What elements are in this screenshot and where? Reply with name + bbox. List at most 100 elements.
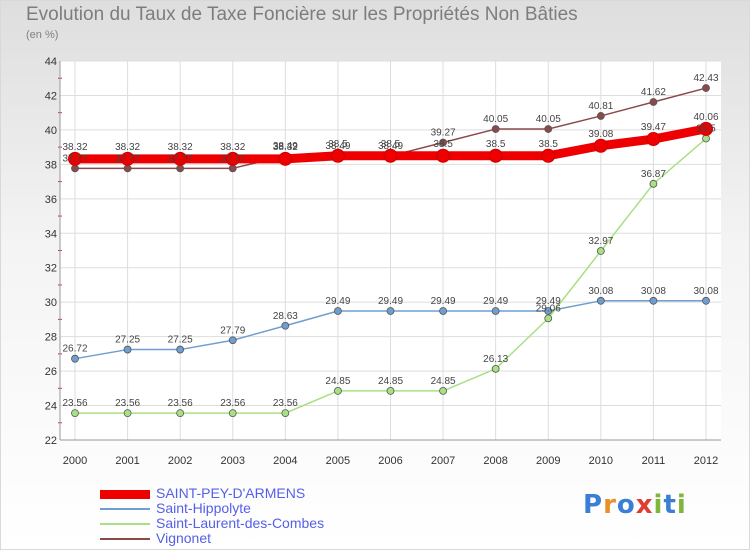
data-label-vignonet: 40.81: [588, 101, 613, 112]
data-label-saint-pey-d-armens: 38.5: [328, 139, 348, 150]
x-tick-label: 2011: [642, 455, 666, 467]
x-tick-label: 2009: [536, 455, 560, 467]
y-tick-label: 44: [45, 56, 57, 68]
data-point-saint-pey-d-armens: [278, 151, 293, 166]
data-label-vignonet: 37.77: [115, 153, 140, 164]
data-point-saint-laurent-des-combes: [544, 314, 553, 323]
y-tick-label: 30: [45, 297, 57, 309]
x-tick-label: 2000: [63, 455, 87, 467]
data-point-saint-hippolyte: [281, 321, 290, 330]
legend-item-vignonet[interactable]: Vignonet: [100, 531, 324, 546]
y-tick-label: 42: [45, 90, 57, 102]
x-tick-label: 2010: [589, 455, 613, 467]
x-tick-label: 2008: [483, 455, 507, 467]
logo-letter: x: [635, 490, 654, 520]
data-label-saint-pey-d-armens: 39.47: [641, 122, 666, 133]
data-label-saint-laurent-des-combes: 24.85: [378, 376, 403, 387]
data-label-saint-hippolyte: 29.49: [378, 296, 403, 307]
legend-item-saint-hippolyte[interactable]: Saint-Hippolyte: [100, 501, 324, 516]
data-label-vignonet: 40.05: [483, 114, 508, 125]
axes: 22 24 26 28 30 32 34 36 38 40 42 44 2000 2001 2002 2003…: [45, 56, 721, 467]
data-point-saint-hippolyte: [702, 296, 710, 305]
data-point-vignonet: [544, 125, 553, 133]
data-point-saint-pey-d-armens: [541, 148, 556, 163]
x-tick-label: 2007: [431, 455, 455, 467]
data-point-vignonet: [228, 164, 237, 173]
data-point-saint-laurent-des-combes: [491, 364, 500, 373]
data-label-saint-pey-d-armens: 38.5: [486, 139, 506, 150]
logo-letter: i: [676, 490, 687, 520]
data-point-saint-hippolyte: [228, 336, 237, 345]
x-tick-label: 2005: [326, 455, 350, 467]
data-point-vignonet: [123, 164, 132, 173]
data-label-saint-laurent-des-combes: 23.56: [115, 398, 140, 409]
x-tick-label: 2001: [115, 455, 139, 467]
data-point-saint-laurent-des-combes: [228, 409, 237, 418]
data-point-vignonet: [491, 125, 500, 133]
data-label-saint-hippolyte: 29.49: [325, 296, 350, 307]
data-label-vignonet: 40.05: [536, 114, 561, 125]
data-label-vignonet: 42.43: [693, 73, 718, 84]
x-tick-label: 2004: [273, 455, 297, 467]
logo-letter: i: [653, 490, 664, 520]
data-point-saint-pey-d-armens: [646, 132, 661, 147]
data-label-saint-laurent-des-combes: 24.85: [325, 376, 350, 387]
data-point-saint-hippolyte: [71, 354, 79, 363]
data-point-saint-laurent-des-combes: [176, 409, 185, 418]
data-label-saint-hippolyte: 30.08: [588, 286, 613, 297]
data-label-saint-pey-d-armens: 38.32: [62, 142, 87, 153]
chart-unit-label: (en %): [26, 29, 59, 41]
data-label-saint-hippolyte: 28.63: [273, 311, 298, 322]
y-tick-label: 32: [45, 263, 57, 275]
data-label-saint-laurent-des-combes: 24.85: [431, 376, 456, 387]
data-label-vignonet: 37.77: [168, 153, 193, 164]
data-point-vignonet: [649, 98, 658, 106]
data-point-vignonet: [71, 164, 79, 173]
data-label-saint-laurent-des-combes: 39.5: [696, 124, 716, 135]
data-label-vignonet: 38.49: [325, 141, 350, 152]
data-point-vignonet: [596, 112, 605, 120]
data-point-saint-laurent-des-combes: [702, 134, 710, 143]
data-point-saint-pey-d-armens: [699, 121, 713, 136]
x-tick-label: 2003: [221, 455, 245, 467]
legend-label: Saint-Laurent-des-Combes: [156, 515, 325, 531]
data-point-saint-laurent-des-combes: [439, 387, 447, 395]
data-label-vignonet: 41.62: [641, 87, 666, 98]
data-label-vignonet: 38.49: [273, 141, 298, 152]
data-point-saint-pey-d-armens: [488, 148, 503, 163]
data-label-saint-laurent-des-combes: 23.56: [168, 398, 193, 409]
data-point-saint-laurent-des-combes: [123, 409, 132, 418]
series-layer: [68, 84, 713, 418]
data-label-saint-pey-d-armens: 38.5: [381, 139, 401, 150]
legend-swatch-vignonet: [100, 538, 150, 541]
data-point-saint-laurent-des-combes: [386, 387, 395, 395]
legend-label: Vignonet: [156, 530, 212, 546]
logo-letter: r: [603, 490, 617, 520]
data-point-saint-hippolyte: [334, 307, 342, 315]
legend-item-saint-pey-d-armens[interactable]: SAINT-PEY-D'ARMENS: [100, 486, 324, 501]
x-tick-label: 2012: [694, 455, 718, 467]
data-label-vignonet: 37.77: [220, 153, 245, 164]
data-label-saint-pey-d-armens: 38.5: [433, 139, 453, 150]
data-labels: 38.32 38.32 38.32 38.32 38.32 38.5 38.5 38.5 38.…: [62, 73, 718, 409]
data-label-saint-laurent-des-combes: 29.06: [536, 303, 561, 314]
grid-lines: [60, 60, 721, 441]
data-label-saint-pey-d-armens: 38.32: [220, 142, 245, 153]
y-tick-label: 22: [45, 435, 57, 447]
legend-item-saint-laurent-des-combes[interactable]: Saint-Laurent-des-Combes: [100, 516, 324, 531]
data-label-vignonet: 37.77: [62, 153, 87, 164]
data-point-vignonet: [702, 84, 710, 92]
x-tick-label: 2002: [168, 455, 192, 467]
data-label-vignonet: 39.27: [431, 127, 456, 138]
data-label-vignonet: 38.49: [378, 141, 403, 152]
data-point-saint-hippolyte: [596, 296, 605, 305]
data-label-saint-hippolyte: 29.49: [431, 296, 456, 307]
logo-letter: o: [616, 490, 636, 520]
data-point-saint-laurent-des-combes: [71, 409, 79, 418]
data-point-saint-pey-d-armens: [383, 148, 398, 163]
data-label-saint-pey-d-armens: 39.08: [588, 129, 613, 140]
data-label-saint-laurent-des-combes: 36.87: [641, 169, 666, 180]
y-tick-label: 26: [45, 366, 57, 378]
data-label-saint-hippolyte: 27.25: [168, 335, 193, 346]
